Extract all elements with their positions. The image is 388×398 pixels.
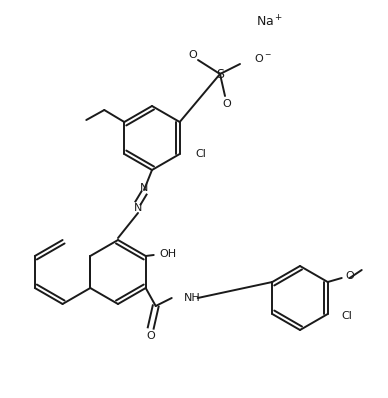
Text: O: O — [223, 99, 231, 109]
Text: Cl: Cl — [196, 149, 206, 159]
Text: N: N — [140, 183, 148, 193]
Text: N: N — [134, 203, 142, 213]
Text: Cl: Cl — [342, 311, 353, 321]
Text: O$^-$: O$^-$ — [254, 52, 272, 64]
Text: Na$^+$: Na$^+$ — [256, 14, 284, 29]
Text: O: O — [346, 271, 355, 281]
Text: OH: OH — [160, 249, 177, 259]
Text: S: S — [216, 68, 224, 80]
Text: NH: NH — [184, 293, 201, 303]
Text: O: O — [189, 50, 197, 60]
Text: O: O — [146, 331, 155, 341]
